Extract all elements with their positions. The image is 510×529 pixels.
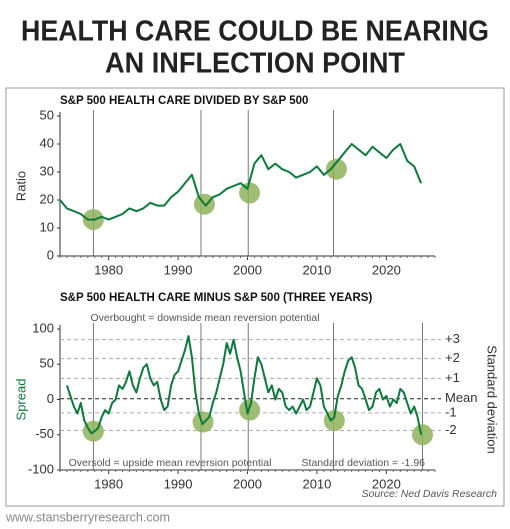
y2-axis-label: Standard deviation — [485, 345, 500, 453]
x-tick-label: 1980 — [94, 476, 123, 491]
y-tick-label: -100 — [28, 461, 54, 476]
highlight-circle — [412, 424, 433, 446]
series-line — [65, 335, 423, 435]
chart-subtitle: S&P 500 HEALTH CARE DIVIDED BY S&P 500 — [60, 95, 308, 107]
chart-subtitle: S&P 500 HEALTH CARE MINUS S&P 500 (THREE… — [60, 292, 372, 304]
y2-tick-label: +1 — [445, 370, 460, 385]
highlight-circle — [239, 182, 261, 204]
x-tick-label: 2020 — [372, 476, 401, 491]
y2-tick-label: +2 — [445, 350, 460, 365]
y2-tick-label: Mean — [445, 390, 478, 405]
y-axis-label: Spread — [13, 379, 28, 421]
x-tick-label: 2000 — [233, 262, 262, 277]
y-tick-label: 0 — [47, 391, 54, 406]
annotation: Standard deviation = -1.96 — [302, 457, 426, 469]
annotation: Overbought = downside mean reversion pot… — [90, 312, 319, 324]
y-axis-label: Ratio — [13, 171, 28, 201]
footer: www.stansberryresearch.com — [5, 510, 170, 524]
x-tick-label: 1990 — [164, 476, 193, 491]
x-tick-label: 1980 — [94, 262, 123, 277]
x-tick-label: 2010 — [302, 476, 331, 491]
y-tick-label: 30 — [40, 163, 54, 178]
y-tick-label: 100 — [32, 320, 54, 335]
y-tick-label: 10 — [40, 219, 54, 234]
y2-tick-label: -2 — [445, 422, 457, 437]
y2-tick-label: -1 — [445, 404, 457, 419]
x-tick-label: 2010 — [302, 262, 331, 277]
y-tick-label: -50 — [35, 426, 54, 441]
x-tick-label: 2000 — [233, 476, 262, 491]
highlight-circle — [325, 158, 347, 180]
x-tick-label: 1990 — [164, 262, 193, 277]
y-tick-label: 40 — [40, 135, 54, 150]
title-line: AN INFLECTION POINT — [105, 48, 405, 80]
title-line: HEALTH CARE COULD BE NEARING — [21, 16, 489, 48]
y2-tick-label: +3 — [445, 331, 460, 346]
y-tick-label: 50 — [40, 107, 54, 122]
y-tick-label: 50 — [40, 356, 54, 371]
y-tick-label: 20 — [40, 191, 54, 206]
series-line — [59, 143, 423, 221]
annotation: Oversold = upside mean reversion potenti… — [69, 457, 272, 469]
x-tick-label: 2020 — [372, 262, 401, 277]
source-note: Source: Ned Davis Research — [362, 488, 498, 500]
panel-border — [5, 87, 505, 507]
y-tick-label: 0 — [47, 247, 54, 262]
